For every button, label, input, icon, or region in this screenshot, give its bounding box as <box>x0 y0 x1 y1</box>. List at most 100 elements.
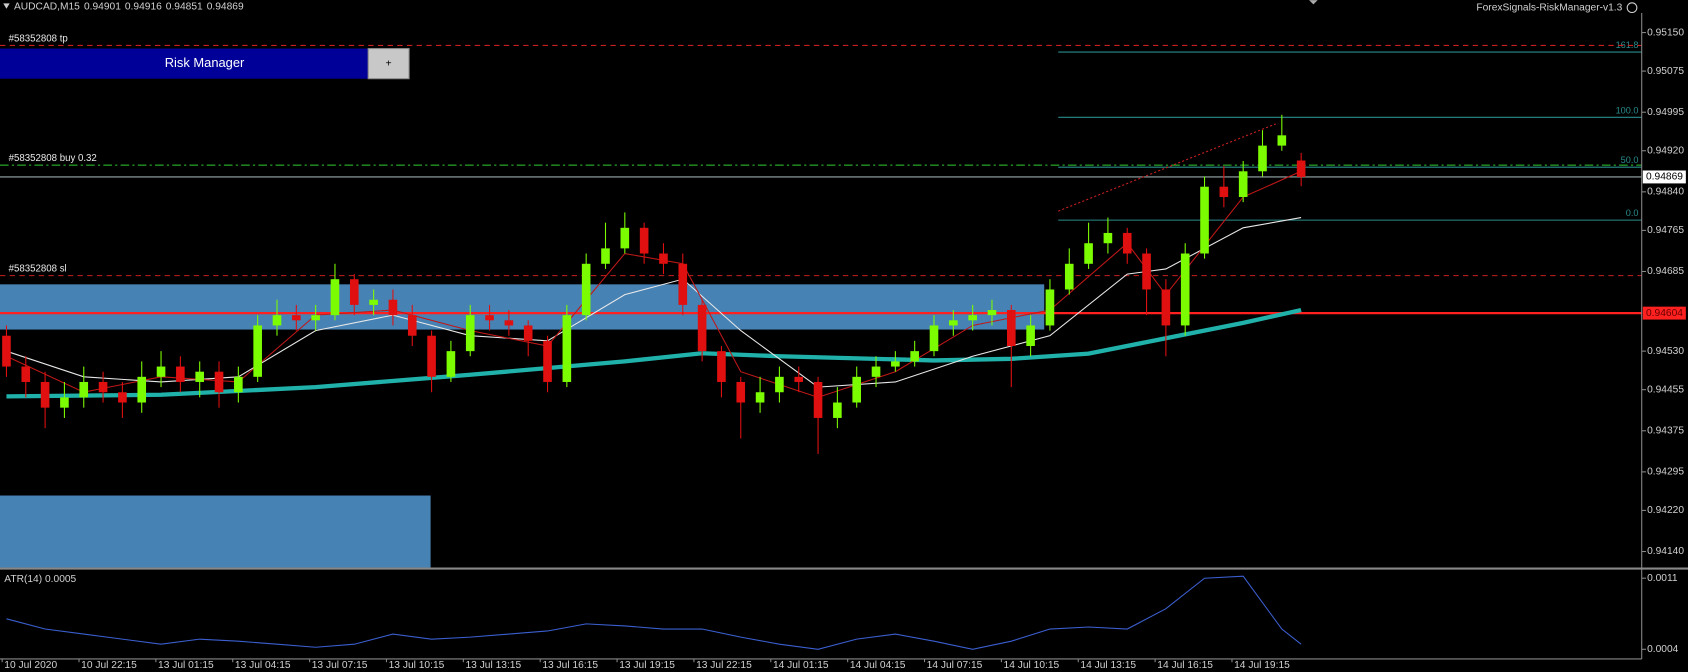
fib-label: 0.0 <box>1626 208 1639 218</box>
candle-body <box>1026 325 1035 346</box>
candle-body <box>1103 232 1113 244</box>
time-label: 10 Jul 22:15 <box>81 660 137 671</box>
candle-body <box>176 366 185 382</box>
price-tick-label: 0.94375 <box>1647 425 1684 436</box>
bid-label-box <box>1642 170 1686 184</box>
candle-body <box>1238 171 1248 197</box>
candle-body <box>620 227 630 249</box>
price-tick-label: 0.95150 <box>1647 27 1684 38</box>
trade-line-label: #58352808 tp <box>9 34 68 45</box>
trade-line-label: #58352808 sl <box>9 264 67 275</box>
panel-button-label: + <box>386 58 392 69</box>
lines-layer: 161.8 100.0 50.0 0.0 <box>0 40 1642 315</box>
candles-layer <box>2 114 1306 454</box>
price-tick-label: 0.94295 <box>1647 467 1684 478</box>
candle-body <box>697 304 707 352</box>
time-label: 14 Jul 04:15 <box>850 660 906 671</box>
time-label: 13 Jul 13:15 <box>465 660 521 671</box>
candle-body <box>330 279 340 316</box>
candle-body <box>446 351 456 377</box>
candle-body <box>987 310 997 316</box>
fib-label: 161.8 <box>1616 40 1639 50</box>
bid-label: 0.94869 <box>1646 172 1683 183</box>
candle-body <box>311 315 320 321</box>
candle-body <box>2 335 11 367</box>
time-label: 14 Jul 16:15 <box>1157 660 1213 671</box>
header-ohlc: 0.94916 <box>125 1 162 12</box>
candle-body <box>678 263 688 305</box>
candle-body <box>794 376 804 382</box>
price-tick-label: 0.94530 <box>1647 346 1684 357</box>
candle-body <box>1296 160 1306 177</box>
candle-body <box>1064 263 1074 290</box>
zone <box>0 284 1045 330</box>
symbol: AUDCAD,M15 <box>14 1 80 12</box>
candle-body <box>929 325 939 352</box>
candle-body <box>272 315 282 326</box>
candle-body <box>852 376 862 403</box>
level-label: 0.94604 <box>1646 308 1683 319</box>
candle-body <box>543 340 552 382</box>
candle-body <box>292 315 301 321</box>
candle-body <box>871 366 881 377</box>
candle-body <box>349 279 359 305</box>
indicator-name: ForexSignals-RiskManager-v1.3 <box>1476 2 1622 13</box>
candle-body <box>581 263 591 316</box>
fib-label: 100.0 <box>1616 105 1639 115</box>
candle-body <box>98 381 108 393</box>
candle-body <box>156 366 166 377</box>
price-tick-label: 0.94765 <box>1647 225 1684 236</box>
atr-line <box>6 575 1302 650</box>
candle-body <box>1045 289 1055 326</box>
price-tick-label: 0.95075 <box>1647 66 1684 77</box>
candle-body <box>775 376 784 393</box>
atr-label: ATR(14) 0.0005 <box>4 574 76 585</box>
price-tick-label: 0.94685 <box>1647 266 1684 277</box>
candle-body <box>910 351 919 362</box>
candle-body <box>465 315 475 352</box>
level-label-box <box>1642 306 1686 320</box>
risk-manager-panel[interactable] <box>0 48 369 79</box>
candle-body <box>234 376 243 393</box>
candle-body <box>639 227 649 254</box>
candle-body <box>601 248 610 264</box>
price-tick-label: 0.94455 <box>1647 384 1684 395</box>
price-tick-label: 0.94140 <box>1647 546 1684 557</box>
time-label: 14 Jul 19:15 <box>1234 660 1290 671</box>
fib-label: 50.0 <box>1621 155 1639 165</box>
candle-body <box>1084 243 1093 264</box>
time-label: 13 Jul 22:15 <box>696 660 752 671</box>
candle-body <box>659 253 668 264</box>
menu-arrow[interactable] <box>3 3 10 9</box>
close-indicator[interactable] <box>1626 2 1638 14</box>
candle-body <box>1200 186 1209 254</box>
candle-body <box>504 320 514 326</box>
candle-body <box>562 315 572 382</box>
candle-body <box>118 392 127 403</box>
candle-body <box>736 381 746 403</box>
candle-body <box>79 381 89 398</box>
candle-body <box>1219 186 1229 197</box>
candle-body <box>523 325 533 341</box>
time-label: 13 Jul 01:15 <box>158 660 214 671</box>
candle-body <box>407 315 417 336</box>
zone <box>0 495 431 568</box>
header-ohlc: 0.94901 <box>84 1 121 12</box>
candle-body <box>1258 145 1267 172</box>
fib-trendline <box>1058 123 1276 212</box>
time-label: 13 Jul 07:15 <box>312 660 368 671</box>
time-label: 14 Jul 10:15 <box>1004 660 1060 671</box>
candle-body <box>253 325 262 377</box>
candle-body <box>195 371 205 382</box>
candle-body <box>137 376 147 403</box>
candle-body <box>1006 310 1016 346</box>
time-label: 13 Jul 19:15 <box>619 660 675 671</box>
candle-body <box>369 299 378 305</box>
header-ohlc: 0.94851 <box>166 1 203 12</box>
panel-button[interactable] <box>367 48 410 80</box>
price-tick-label: 0.94840 <box>1647 187 1684 198</box>
scroll-marker <box>1309 0 1318 5</box>
